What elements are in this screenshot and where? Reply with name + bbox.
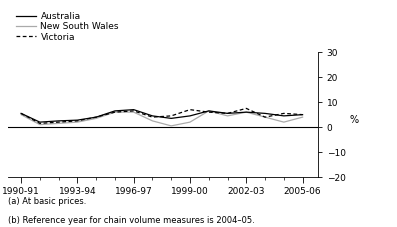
Text: (b) Reference year for chain volume measures is 2004–05.: (b) Reference year for chain volume meas… (8, 216, 255, 225)
Legend: Australia, New South Wales, Victoria: Australia, New South Wales, Victoria (12, 8, 123, 45)
Text: (a) At basic prices.: (a) At basic prices. (8, 197, 86, 207)
Y-axis label: %: % (349, 115, 358, 125)
